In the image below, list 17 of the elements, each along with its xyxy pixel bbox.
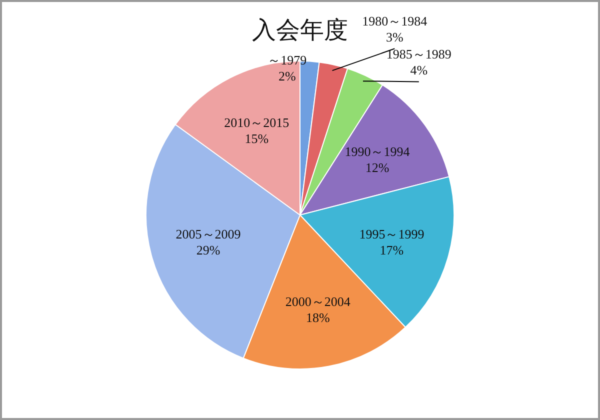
data-label: 3% [386, 30, 404, 45]
slice-label: 2000～2004 [285, 294, 351, 309]
data-label: 12% [365, 160, 390, 175]
chart-title: 入会年度 [252, 17, 348, 44]
slice-label: 1985～1989 [386, 46, 452, 62]
data-label: 29% [196, 242, 220, 258]
data-label: 18% [306, 310, 330, 325]
slice-label: 2010～2015 [224, 114, 290, 130]
data-label: 15% [244, 130, 269, 146]
data-label: 17% [380, 242, 404, 258]
data-label: 4% [410, 62, 428, 78]
slice-label: ～1979 [268, 52, 307, 68]
slice-label: 1995～1999 [359, 226, 424, 242]
slice-label: 2005～2009 [176, 226, 241, 242]
slice-label: 1980～1984 [362, 14, 428, 29]
data-label: 2% [278, 68, 296, 84]
slice-label: 1990～1994 [344, 144, 410, 159]
